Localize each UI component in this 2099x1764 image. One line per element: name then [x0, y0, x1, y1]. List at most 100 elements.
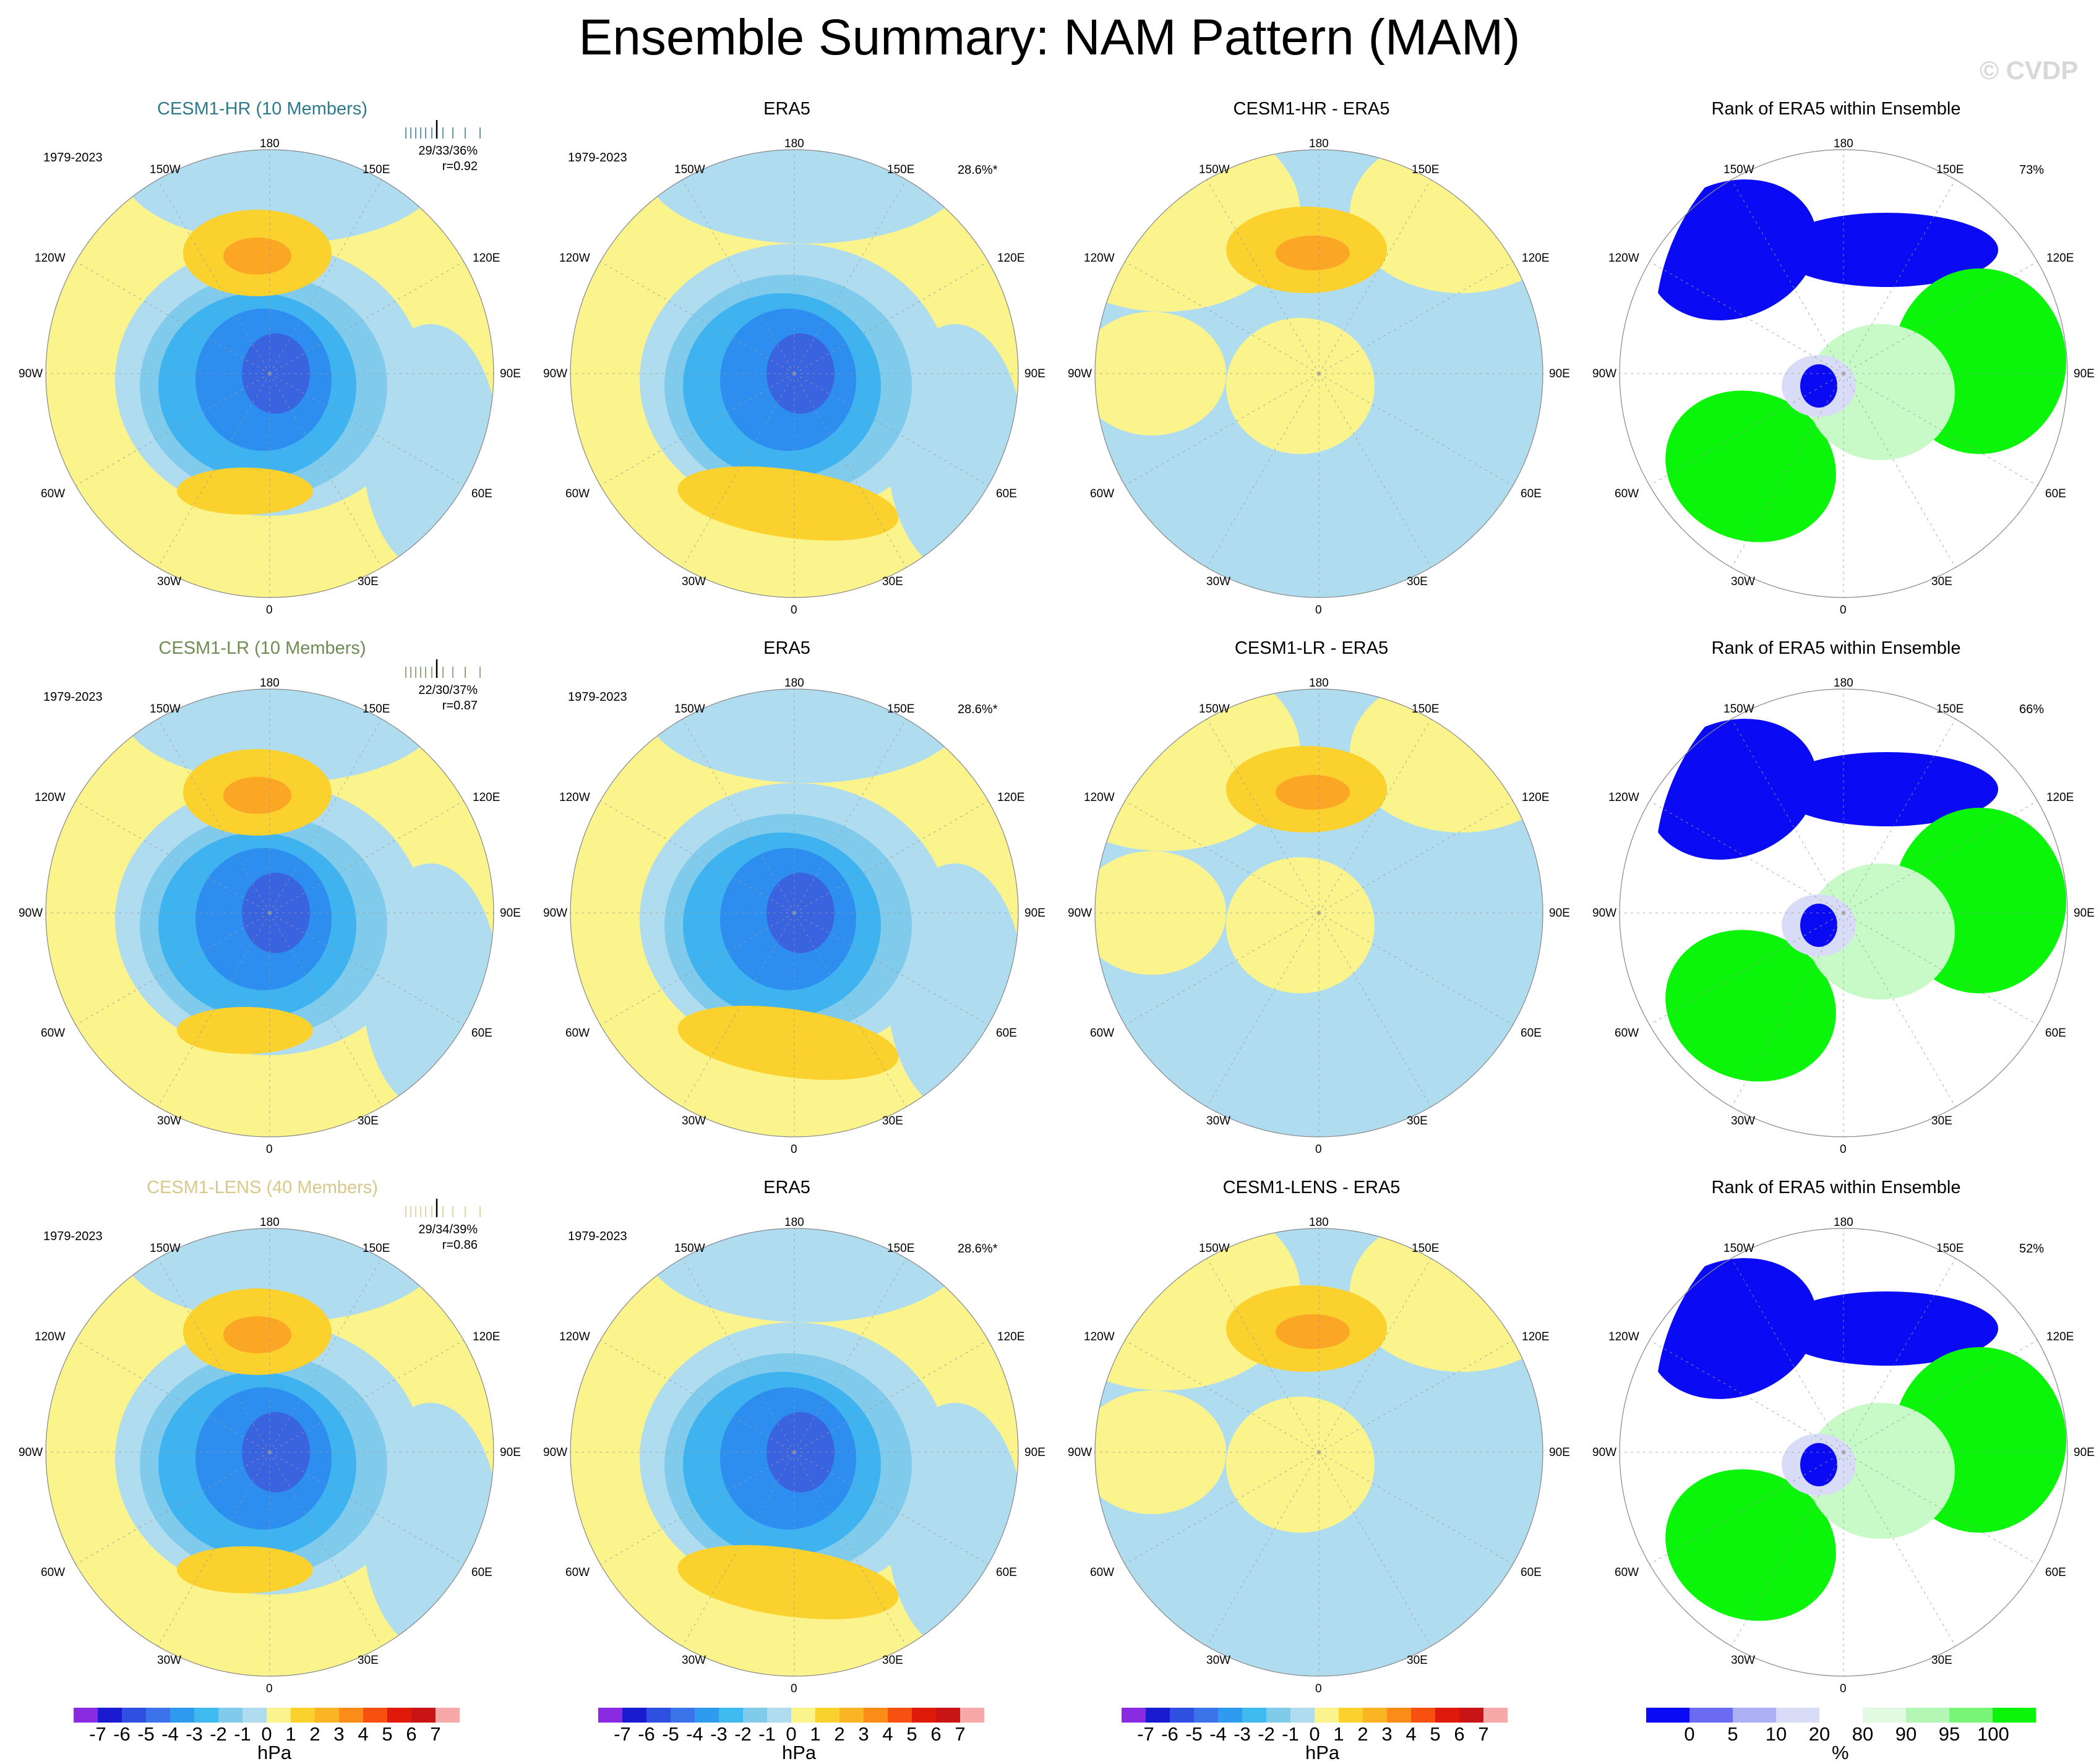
pattern-correlation: r=0.87 [442, 699, 478, 713]
lon-label-30w: 30W [1731, 1115, 1756, 1128]
difference-title: CESM1-LENS - ERA5 [1222, 1178, 1401, 1197]
lon-label-180: 180 [1834, 677, 1853, 690]
colorbar-tick-label: 3 [333, 1723, 345, 1745]
period-label: 1979-2023 [568, 151, 627, 165]
colorbar-tick-label: 6 [406, 1723, 417, 1745]
pacific-high-core [223, 1316, 291, 1353]
panel-rank-row1: 180 0 90W 90E 150W 120W 150E 120E 60W 30W 60E 30E Ra… [1574, 99, 2098, 638]
colorbar-tick-label: 90 [1895, 1723, 1917, 1745]
era5-title: ERA5 [763, 1178, 810, 1197]
hpa-colorbar: -7 -6 -5 -4 -3 -2 -1 0 1 2 3 4 5 6 7 hPa [73, 1707, 506, 1763]
panel-rank-row2: 180 0 90W 90E 150W 120W 150E 120E 60W 30W 60E 30E Ra… [1574, 638, 2098, 1178]
lon-label-150w: 150W [1199, 1242, 1230, 1255]
map-gridlines [1095, 150, 1543, 597]
lon-label-60e: 60E [996, 487, 1017, 500]
lon-label-60e: 60E [471, 1566, 492, 1579]
lon-label-150e: 150E [1412, 163, 1440, 176]
lon-label-30e: 30E [358, 575, 379, 588]
map-rim [1094, 149, 1543, 598]
hpa-colorbar: -7 -6 -5 -4 -3 -2 -1 0 1 2 3 4 5 6 7 hPa [598, 1707, 1031, 1763]
member-spread-ticks [405, 1199, 481, 1217]
lon-label-180: 180 [1309, 677, 1329, 690]
lon-label-90e: 90E [1549, 1446, 1570, 1459]
lon-label-30e: 30E [882, 1115, 903, 1128]
lon-label-30w: 30W [157, 575, 182, 588]
diff-pacific-core [1276, 1314, 1350, 1349]
lon-label-120w: 120W [1084, 252, 1115, 265]
colorbar-swatch [1483, 1708, 1508, 1723]
colorbar-tick-label: -3 [710, 1723, 728, 1745]
colorbar-swatch [1170, 1708, 1194, 1723]
colorbar-swatch [1863, 1708, 1906, 1723]
polar-map-rank [1619, 688, 2068, 1137]
colorbar-swatch [695, 1708, 719, 1723]
colorbar-swatches [74, 1708, 460, 1723]
lon-label-60e: 60E [2045, 1027, 2066, 1040]
lon-label-150e: 150E [1412, 1242, 1440, 1255]
lon-label-120w: 120W [35, 1330, 66, 1343]
map-rim [45, 149, 494, 598]
colorbar-swatch [598, 1708, 622, 1723]
lon-label-120w: 120W [559, 791, 590, 804]
lon-label-30e: 30E [1931, 1654, 1952, 1667]
diff-pacific-core [1276, 236, 1350, 270]
lon-label-180: 180 [784, 677, 804, 690]
lon-label-60w: 60W [1090, 1027, 1115, 1040]
panel-era-row2: 180 0 90W 90E 150W 120W 150E 120E 60W 30W 60E 30E ER… [525, 638, 1049, 1178]
main-title: Ensemble Summary: NAM Pattern (MAM) [578, 9, 1521, 66]
rank-percent: 52% [2019, 1242, 2045, 1256]
colorbar-swatch [622, 1708, 646, 1723]
colorbar-swatch [339, 1708, 363, 1723]
lon-label-0: 0 [1840, 1682, 1847, 1695]
colorbar-swatches [1122, 1708, 1508, 1723]
lon-label-120e: 120E [2046, 252, 2074, 265]
lon-label-60e: 60E [471, 1027, 492, 1040]
colorbar-swatch [1266, 1708, 1290, 1723]
rank-title: Rank of ERA5 within Ensemble [1711, 99, 1961, 119]
lon-label-90w: 90W [543, 367, 568, 380]
colorbar-swatch [1363, 1708, 1387, 1723]
lon-label-180: 180 [260, 137, 280, 150]
colorbar-tick-label: -7 [89, 1723, 106, 1745]
colorbar-tick-label: 0 [1684, 1723, 1695, 1745]
lon-label-30e: 30E [358, 1115, 379, 1128]
pacific-low-region [121, 1228, 443, 1322]
lon-label-90e: 90E [2074, 1446, 2095, 1459]
colorbar-tick-label: 0 [1309, 1723, 1320, 1745]
lon-label-90w: 90W [1068, 1446, 1092, 1459]
lon-label-60e: 60E [996, 1566, 1017, 1579]
pacific-high-core [223, 777, 291, 814]
lon-label-30w: 30W [1731, 1654, 1756, 1667]
lon-label-150w: 150W [1199, 163, 1230, 176]
lon-label-120e: 120E [1522, 252, 1550, 265]
lon-label-180: 180 [1309, 137, 1329, 150]
polar-map-diff [1094, 149, 1543, 598]
colorbar-swatch [1646, 1708, 1689, 1723]
lon-label-0: 0 [1315, 604, 1322, 617]
colorbar-tick-label: 1 [285, 1723, 296, 1745]
panel-model-row1: 180 0 90W 90E 150W 120W 150E 120E 60W 30W 60E 30E CE… [0, 99, 525, 638]
diff-pos-ne [1350, 689, 1543, 833]
lon-label-90w: 90W [1068, 367, 1092, 380]
lon-label-150e: 150E [363, 163, 390, 176]
lon-label-0: 0 [791, 1143, 797, 1156]
colorbar-swatch [122, 1708, 146, 1723]
map-rim [570, 1228, 1019, 1677]
colorbar-swatches [598, 1708, 984, 1723]
pattern-correlation: r=0.86 [442, 1238, 478, 1252]
colorbar-tick-label: -3 [1234, 1723, 1251, 1745]
lon-label-60w: 60W [1615, 487, 1639, 500]
atlantic-high [677, 466, 899, 541]
colorbar-swatch [815, 1708, 839, 1723]
lon-label-90w: 90W [19, 367, 43, 380]
lon-label-30e: 30E [882, 575, 903, 588]
lon-label-120w: 120W [1608, 791, 1639, 804]
colorbar-tick-label: 4 [358, 1723, 369, 1745]
rank-high-sw [1665, 930, 1836, 1082]
polar-map-era [570, 1228, 1019, 1677]
colorbar-swatch [1218, 1708, 1242, 1723]
lon-label-60e: 60E [1521, 1566, 1542, 1579]
colorbar-tick-label: 6 [1454, 1723, 1465, 1745]
polar-map-model [45, 1228, 494, 1677]
lon-label-0: 0 [266, 1682, 273, 1695]
